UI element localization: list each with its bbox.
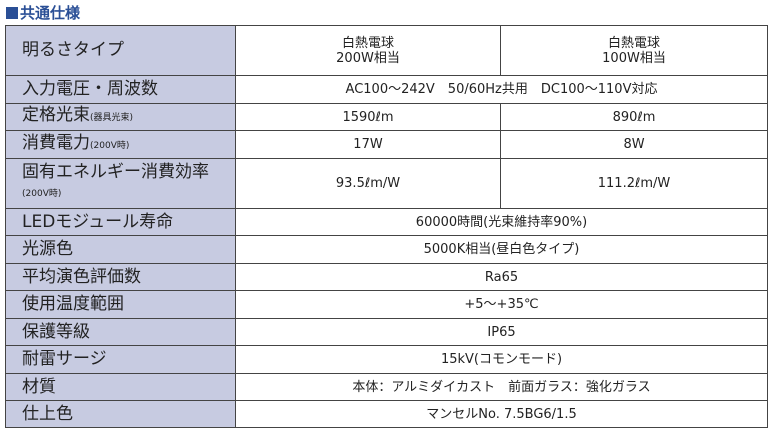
row-label: 光源色: [5, 235, 236, 264]
row-label-text: 耐雷サージ: [22, 349, 107, 369]
section-title-text: 共通仕様: [20, 4, 81, 22]
table-row: 仕上色 マンセルNo. 7.5BG6/1.5: [5, 400, 768, 428]
row-label-text: 定格光束: [22, 105, 90, 125]
spec-table: 明るさタイプ 白熱電球 200W相当 白熱電球 100W相当入力電圧・周波数 AC10…: [5, 25, 768, 428]
row-label: 消費電力(200V時): [5, 130, 236, 159]
table-row: 材質 本体：アルミダイカスト 前面ガラス：強化ガラス: [5, 373, 768, 401]
row-label-text: 入力電圧・周波数: [22, 79, 158, 99]
table-row: 耐雷サージ 15kV(コモンモード): [5, 345, 768, 374]
row-value: AC100～242V 50/60Hz共用 DC100～110V対応: [235, 75, 768, 104]
row-label: 使用温度範囲: [5, 290, 236, 319]
row-label-text: 保護等級: [22, 321, 90, 342]
row-label-text: 仕上色: [22, 403, 73, 424]
row-label: 仕上色: [5, 400, 236, 428]
row-value: 8W: [500, 130, 768, 159]
row-value: 白熱電球 100W相当: [500, 25, 768, 76]
row-label-text: 固有エネルギー消費効率: [22, 162, 209, 182]
row-label: 材質: [5, 373, 236, 401]
row-label-text: 消費電力: [22, 132, 90, 153]
row-value: 17W: [235, 130, 501, 159]
row-value: 白熱電球 200W相当: [235, 25, 501, 76]
table-row: 入力電圧・周波数 AC100～242V 50/60Hz共用 DC100～110V対…: [5, 75, 768, 104]
table-row: 使用温度範囲 +5～+35℃: [5, 290, 768, 319]
row-label: 保護等級: [5, 318, 236, 346]
row-label: 平均演色評価数: [5, 263, 236, 291]
row-label: 定格光束(器具光束): [5, 103, 236, 131]
row-label-note: (200V時): [90, 140, 130, 151]
row-value: 111.2ℓm/W: [500, 158, 768, 209]
row-value: 15kV(コモンモード): [235, 345, 768, 374]
row-label-text: 明るさタイプ: [22, 40, 124, 60]
row-label-note: (200V時): [22, 189, 62, 199]
row-label: 耐雷サージ: [5, 345, 236, 374]
table-row: 消費電力(200V時) 17W 8W: [5, 130, 768, 159]
row-label: 明るさタイプ: [5, 25, 236, 76]
row-label-text: LEDモジュール寿命: [22, 211, 174, 232]
table-row: 明るさタイプ 白熱電球 200W相当 白熱電球 100W相当: [5, 25, 768, 76]
table-row: LEDモジュール寿命 60000時間(光束維持率90%): [5, 208, 768, 236]
row-value: 5000K相当(昼白色タイプ): [235, 235, 768, 264]
table-row: 光源色 5000K相当(昼白色タイプ): [5, 235, 768, 264]
row-label-text: 平均演色評価数: [22, 266, 141, 287]
table-row: 固有エネルギー消費効率 (200V時) 93.5ℓm/W 111.2ℓm/W: [5, 158, 768, 209]
square-bullet-icon: [6, 6, 18, 19]
row-value: 60000時間(光束維持率90%): [235, 208, 768, 236]
row-value: 1590ℓm: [235, 103, 501, 131]
row-label-note: (器具光束): [90, 113, 134, 123]
table-row: 定格光束(器具光束) 1590ℓm 890ℓm: [5, 103, 768, 131]
row-label-text: 材質: [22, 376, 56, 397]
row-value: IP65: [235, 318, 768, 346]
row-value: +5～+35℃: [235, 290, 768, 319]
row-label: LEDモジュール寿命: [5, 208, 236, 236]
row-label-text: 使用温度範囲: [22, 294, 124, 314]
row-value: 93.5ℓm/W: [235, 158, 501, 209]
row-label-text: 光源色: [22, 239, 73, 259]
row-label: 入力電圧・周波数: [5, 75, 236, 104]
section-title: 共通仕様: [6, 2, 80, 23]
row-label: 固有エネルギー消費効率 (200V時): [5, 158, 236, 209]
row-value: 890ℓm: [500, 103, 768, 131]
row-value: 本体：アルミダイカスト 前面ガラス：強化ガラス: [235, 373, 768, 401]
row-value: マンセルNo. 7.5BG6/1.5: [235, 400, 768, 428]
table-row: 保護等級 IP65: [5, 318, 768, 346]
table-row: 平均演色評価数 Ra65: [5, 263, 768, 291]
row-value: Ra65: [235, 263, 768, 291]
